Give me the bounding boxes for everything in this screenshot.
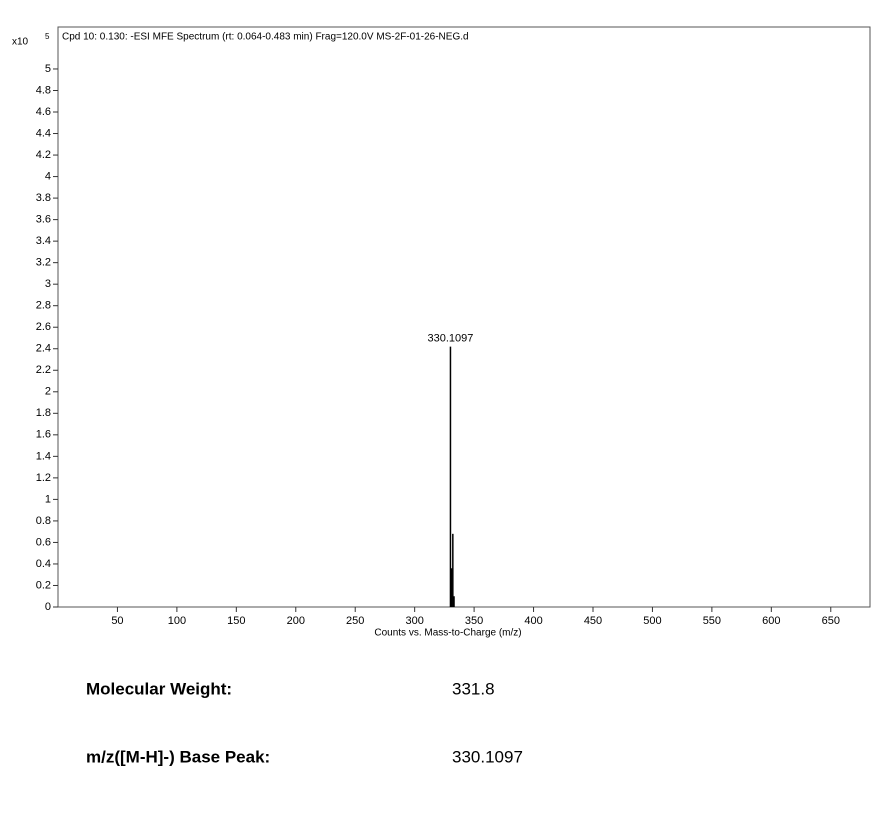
y-tick-label: 0.6 [36,536,51,548]
y-tick-label: 4.6 [36,106,51,118]
y-tick-label: 0.2 [36,579,51,591]
detail-label: m/z([M-H]-) Base Peak: [86,747,270,766]
y-scale-exponent: 5 [45,32,50,41]
y-tick-label: 2.4 [36,343,51,355]
y-tick-label: 2 [45,386,51,398]
y-tick-label: 2.8 [36,300,51,312]
peak-annotation: 330.1097 [428,332,474,344]
chart-title: Cpd 10: 0.130: -ESI MFE Spectrum (rt: 0.… [62,32,469,43]
x-tick-label: 150 [227,615,245,627]
y-tick-label: 3.8 [36,192,51,204]
x-tick-label: 100 [168,615,186,627]
x-tick-label: 400 [524,615,542,627]
detail-value: 331.8 [452,679,495,698]
y-tick-label: 1.6 [36,429,51,441]
x-tick-label: 550 [703,615,721,627]
x-tick-label: 250 [346,615,364,627]
y-tick-label: 4.8 [36,84,51,96]
y-tick-label: 5 [45,63,51,75]
y-tick-label: 2.2 [36,364,51,376]
y-tick-label: 3 [45,278,51,290]
y-tick-label: 1 [45,493,51,505]
detail-label: Molecular Weight: [86,679,232,698]
y-tick-label: 0 [45,601,51,613]
y-tick-label: 3.2 [36,257,51,269]
y-tick-label: 0.4 [36,558,51,570]
x-axis-label: Counts vs. Mass-to-Charge (m/z) [374,628,521,639]
y-tick-label: 1.4 [36,450,51,462]
x-tick-label: 350 [465,615,483,627]
x-tick-label: 200 [287,615,305,627]
plot-frame [57,26,871,608]
x-tick-label: 650 [822,615,840,627]
y-tick-label: 1.8 [36,407,51,419]
y-tick-label: 4.2 [36,149,51,161]
y-tick-label: 4.4 [36,127,51,139]
y-tick-label: 3.4 [36,235,51,247]
y-tick-label: 2.6 [36,321,51,333]
x-tick-label: 500 [643,615,661,627]
x-tick-label: 600 [762,615,780,627]
y-tick-label: 1.2 [36,472,51,484]
y-scale-base: x10 [12,37,29,48]
x-tick-label: 50 [111,615,123,627]
detail-value: 330.1097 [452,747,523,766]
x-tick-label: 300 [405,615,423,627]
y-tick-label: 3.6 [36,214,51,226]
y-tick-label: 4 [45,170,51,182]
y-tick-label: 0.8 [36,515,51,527]
x-tick-label: 450 [584,615,602,627]
